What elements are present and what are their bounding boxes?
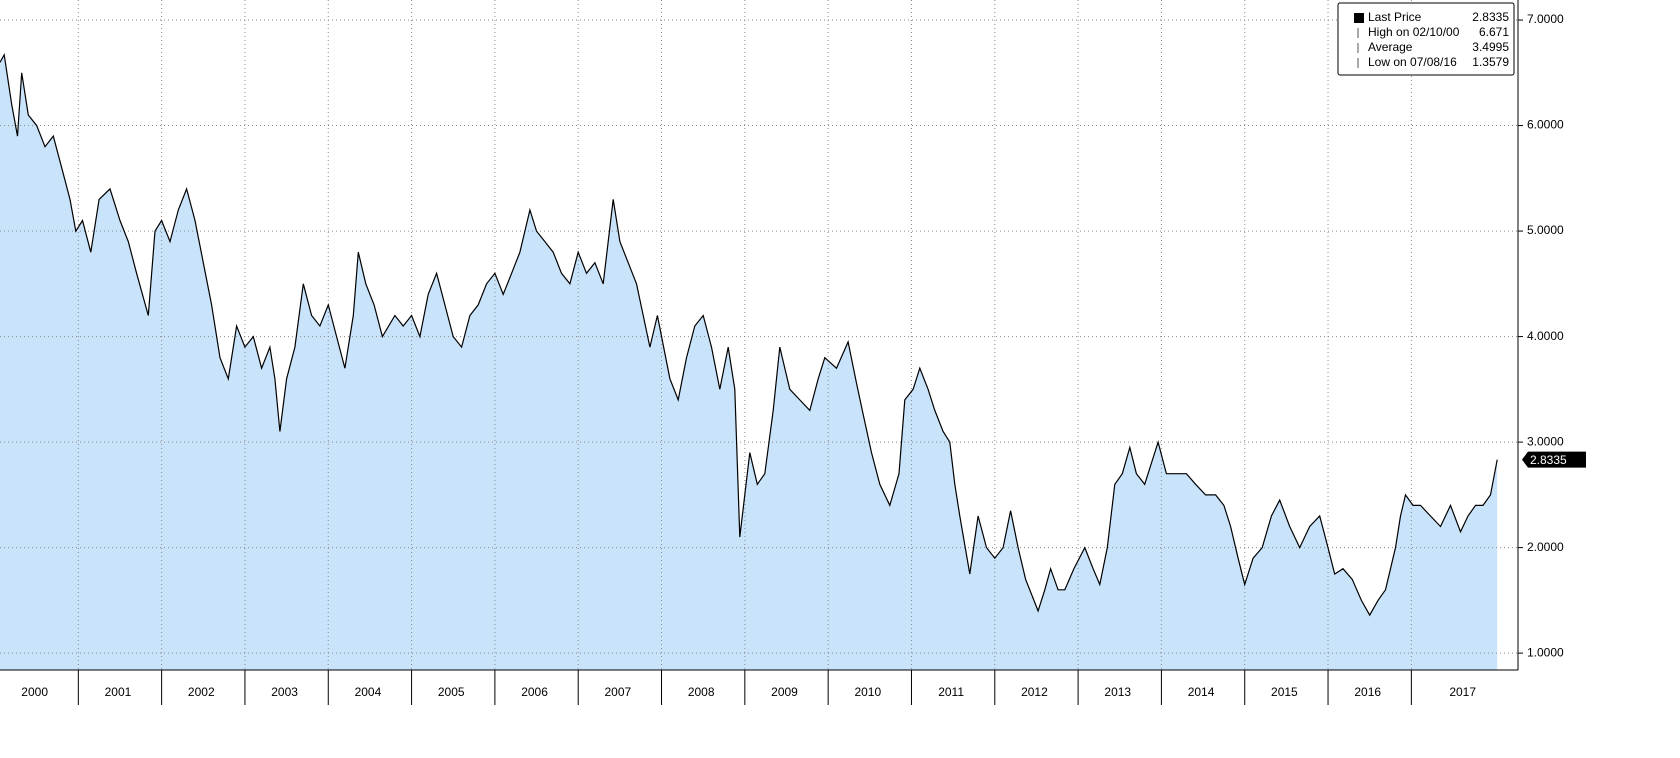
x-tick-label: 2017 [1449, 685, 1476, 699]
y-tick-label: 4.0000 [1527, 329, 1564, 343]
x-tick-label: 2009 [771, 685, 798, 699]
legend-label: Average [1368, 40, 1413, 54]
y-tick-label: 6.0000 [1527, 118, 1564, 132]
x-tick-label: 2004 [355, 685, 382, 699]
last-price-label: 2.8335 [1530, 453, 1567, 467]
y-tick-label: 3.0000 [1527, 434, 1564, 448]
x-tick-label: 2010 [854, 685, 881, 699]
x-tick-label: 2013 [1104, 685, 1131, 699]
legend-box [1337, 2, 1515, 76]
legend-value: 3.4995 [1472, 40, 1509, 54]
y-tick-label: 7.0000 [1527, 12, 1564, 26]
legend-swatch [1354, 13, 1364, 23]
area-fill [0, 54, 1498, 671]
legend-value: 2.8335 [1472, 10, 1509, 24]
legend-value: 6.671 [1479, 25, 1509, 39]
x-tick-label: 2011 [938, 685, 964, 699]
x-tick-label: 2014 [1188, 685, 1215, 699]
legend-label: Low on 07/08/16 [1368, 55, 1457, 69]
x-tick-label: 2000 [21, 685, 48, 699]
y-tick-label: 1.0000 [1527, 645, 1564, 659]
legend: Last Price 2.8335 High on 02/10/00 6.671 Ave… [1337, 2, 1515, 76]
legend-value: 1.3579 [1472, 55, 1509, 69]
x-tick-label: 2002 [188, 685, 215, 699]
price-line [0, 52, 1498, 617]
x-tick-label: 2015 [1271, 685, 1298, 699]
legend-label: Last Price [1368, 10, 1422, 24]
x-tick-label: 2007 [605, 685, 632, 699]
x-tick-label: 2008 [688, 685, 715, 699]
y-tick-label: 5.0000 [1527, 223, 1564, 237]
x-tick-label: 2016 [1354, 685, 1381, 699]
x-tick-label: 2006 [521, 685, 548, 699]
y-tick-label: 2.0000 [1527, 540, 1564, 554]
x-tick-label: 2012 [1021, 685, 1048, 699]
x-tick-label: 2001 [105, 685, 132, 699]
x-tick-label: 2005 [438, 685, 465, 699]
legend-label: High on 02/10/00 [1368, 25, 1460, 39]
last-price-tag [1522, 451, 1586, 468]
x-tick-label: 2003 [271, 685, 298, 699]
